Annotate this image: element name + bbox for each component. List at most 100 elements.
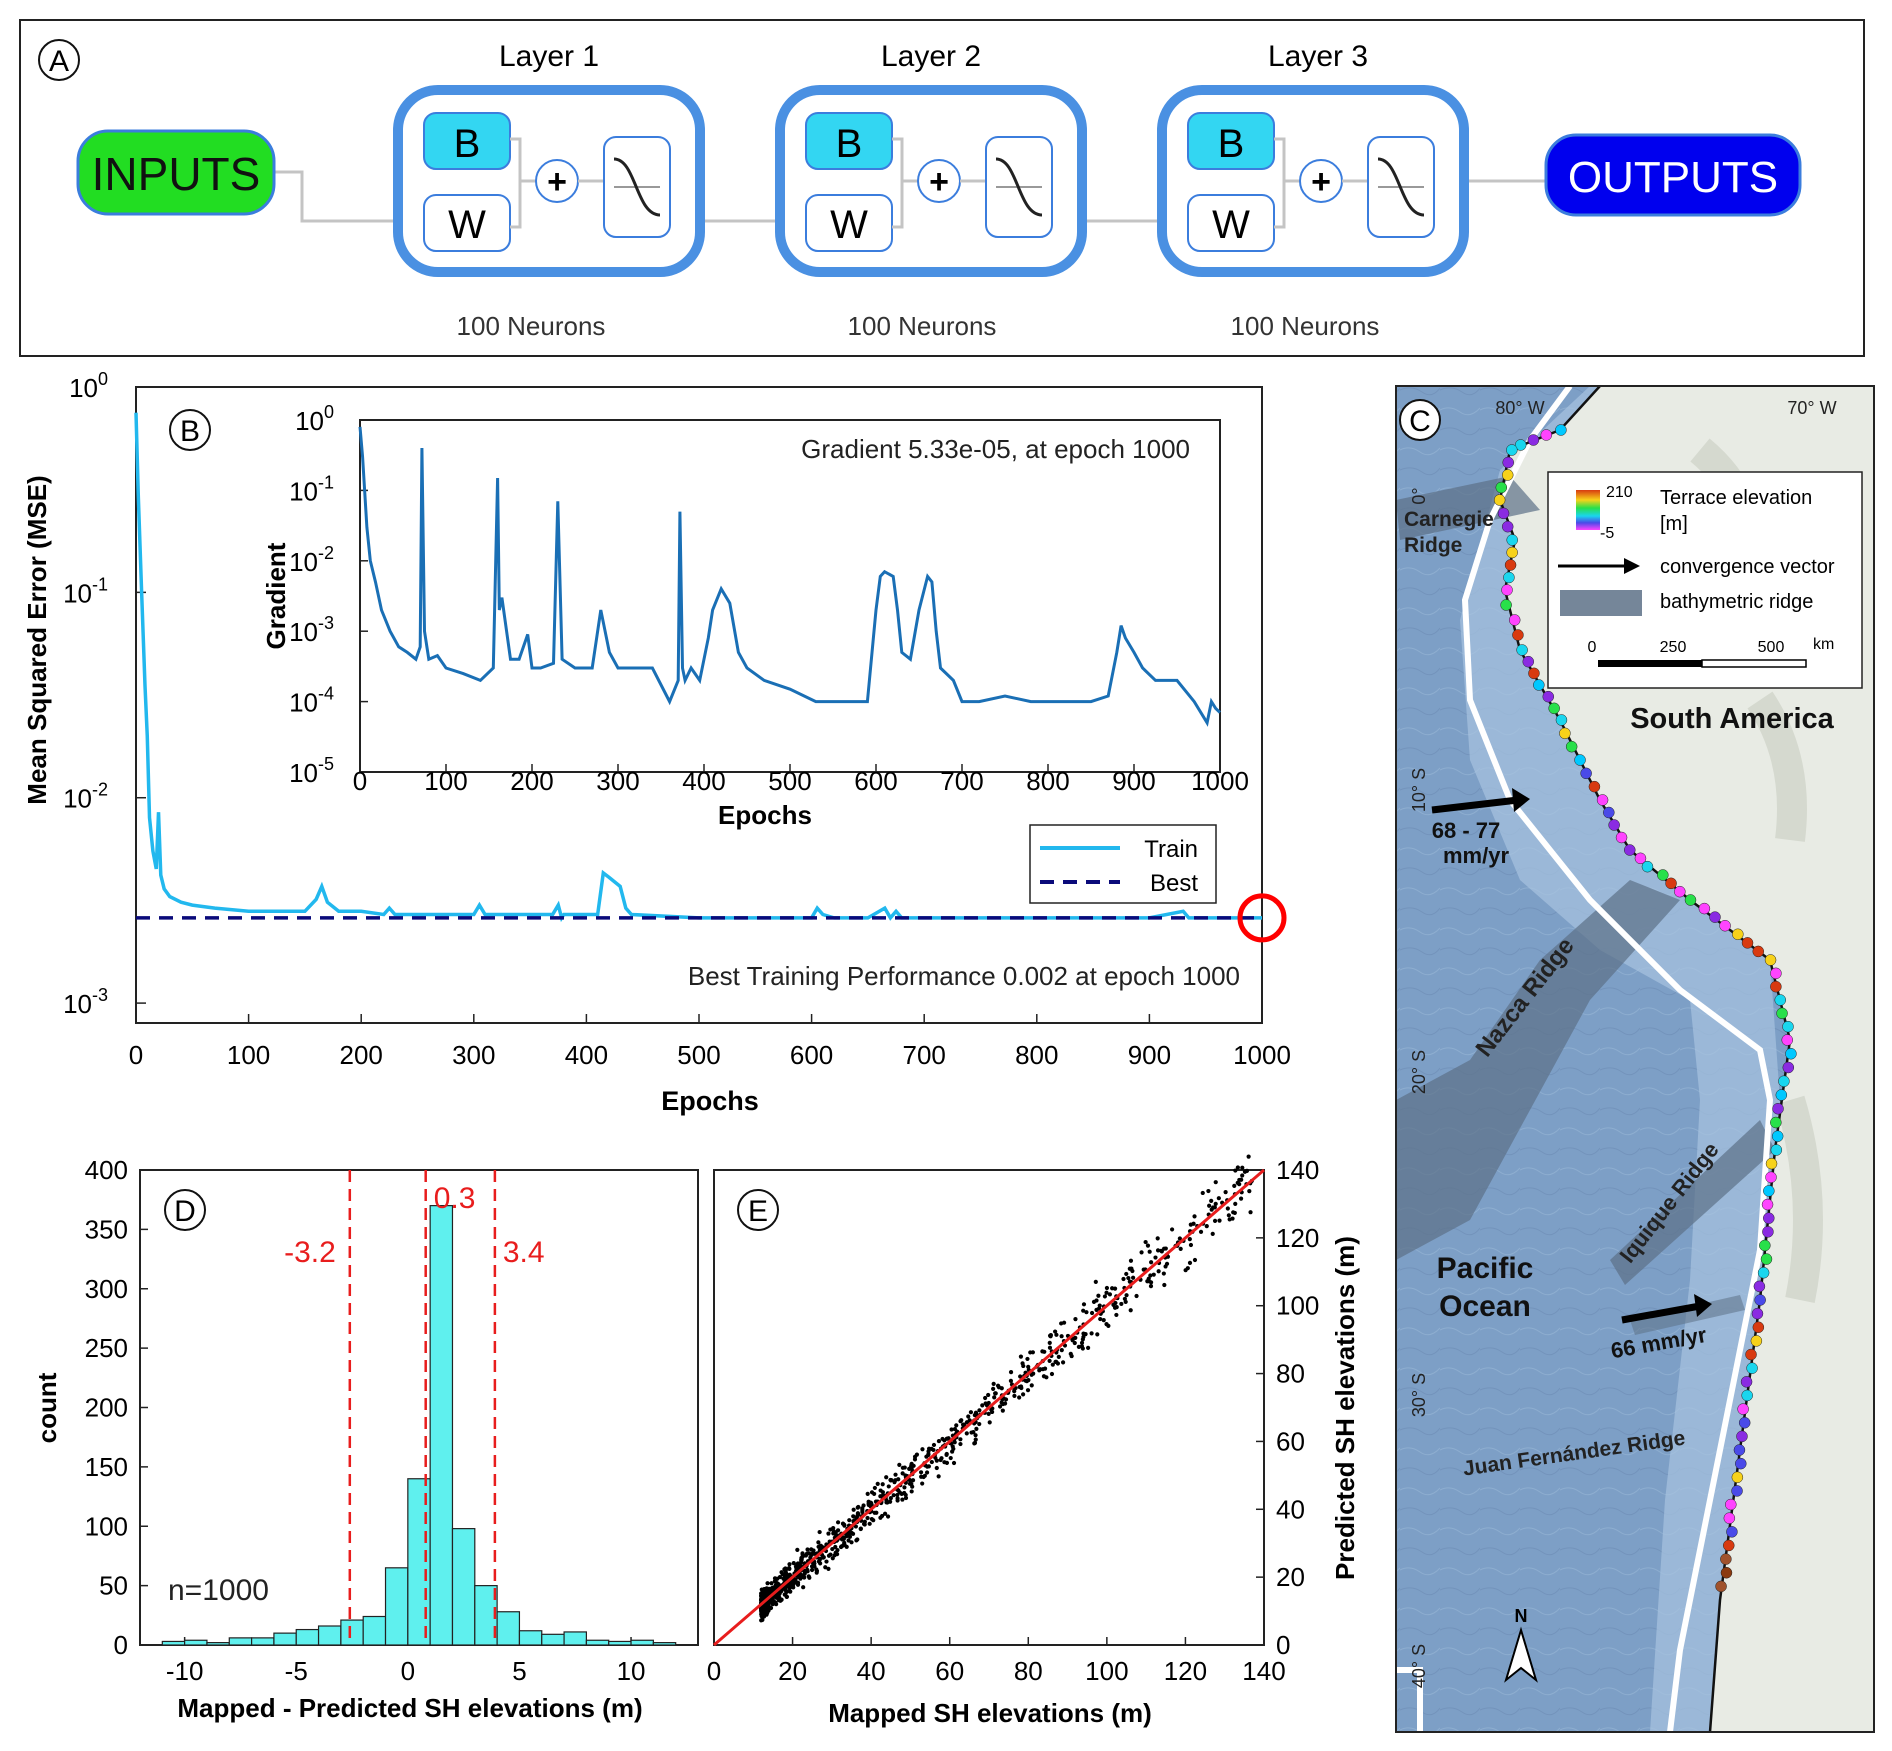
scatter-point [1121,1276,1126,1282]
terrace-point [1770,967,1782,980]
juan-fernandez-ridge-shape [1630,1295,1745,1335]
scatter-point [1187,1237,1192,1242]
scatter-point [828,1527,833,1532]
scatter-point [1237,1182,1242,1187]
scatter-point [1151,1272,1156,1277]
panel-d-label: D [174,1195,196,1228]
terrace-point [1506,546,1518,559]
scatter-point [1204,1224,1209,1229]
scatter-point [768,1605,774,1611]
inset-x-tick-label: 1000 [1191,766,1249,796]
scatter-point [1216,1196,1221,1201]
terrace-point [1596,794,1609,806]
scalebar-white [1701,659,1807,668]
scatter-point [786,1566,792,1571]
terrace-point [1514,439,1527,451]
scatter-point [997,1404,1003,1409]
scatter-point [763,1586,768,1592]
terrace-point [1608,819,1620,831]
terrace-point [1715,1580,1727,1593]
scatter-point [798,1561,803,1566]
elevation-min: -5 [1600,525,1614,542]
terrace-point [1624,844,1636,856]
scatter-point [987,1420,992,1425]
scatter-point [938,1457,943,1463]
terrace-points [1493,424,1797,1593]
scatter-point [1054,1359,1059,1364]
terrace-point [1542,690,1555,703]
scatter-point [783,1566,788,1571]
e-y-tick-label: 0 [1276,1630,1290,1660]
scatter-point [884,1475,889,1480]
terrace-point [1763,1212,1775,1224]
histogram-bar [563,1631,588,1646]
scatter-point [804,1568,809,1574]
scatter-point [1143,1239,1148,1245]
d-x-tick-label: -5 [285,1656,308,1686]
scatter-point [851,1507,856,1512]
scatter-point [809,1564,815,1569]
histogram-bar [228,1637,253,1646]
scatter-point [1169,1227,1175,1232]
d-y-tick-label: 300 [85,1274,128,1304]
e-y-tick-label: 40 [1276,1494,1305,1524]
layer-1-sigmoid-icon [613,157,661,217]
scatter-point [954,1423,959,1428]
inset-x-tick-label: 700 [940,766,983,796]
y-tick-label: 10-1 [63,574,108,608]
scatter-point [968,1410,974,1415]
inset-x-tick-label: 300 [596,766,639,796]
scatter-point [765,1581,770,1586]
scatter-point [1162,1282,1167,1288]
inset-series [358,426,1222,727]
histogram-bar [630,1639,654,1646]
histogram-bar [652,1642,677,1646]
terrace-point [1770,980,1782,993]
scatter-point [1040,1349,1045,1354]
e-y-tick-label: 140 [1276,1155,1319,1185]
layer-1-bias-box [423,112,511,170]
scatter-point [1213,1201,1218,1206]
scatter-point [1237,1177,1242,1183]
scatter-point [1213,1180,1218,1185]
terrace-point [1588,780,1601,793]
terrace-legend-unit: [m] [1660,513,1688,535]
scatter-point [1159,1249,1164,1254]
scatter-point [1240,1173,1245,1178]
panel-c-badge [1399,399,1441,441]
terrace-point [1512,629,1524,641]
scatter-point [944,1436,949,1441]
layer-3-weight-label: W [1212,203,1250,247]
scatter-point [1177,1236,1182,1241]
vector-legend-arrow-icon [1624,558,1640,574]
layer-1-plus: + [547,163,567,201]
scatter-point [958,1437,963,1442]
scatter-point [1025,1356,1030,1362]
scatter-point [1047,1340,1052,1345]
north-arrow-icon [1504,1626,1538,1683]
scatter-point [974,1426,979,1431]
scatter-point [972,1441,977,1446]
scatter-point [1149,1260,1154,1265]
scatter-point [1119,1301,1124,1307]
scatter-point [856,1504,861,1510]
scalebar-0: 0 [1588,639,1597,656]
scatter-point [920,1447,925,1452]
scatter-point [784,1571,789,1576]
terrace-point [1516,644,1528,656]
histogram-bar [384,1567,409,1646]
x-tick-label: 0 [129,1040,143,1070]
scatter-point [936,1438,942,1444]
terrace-legend-label: Terrace elevation [1660,487,1812,509]
scatter-point [1223,1190,1228,1195]
scatter-point [903,1495,909,1501]
layer-3-bias-label: B [1218,122,1245,166]
x-tick-label: 500 [677,1040,720,1070]
terrace-point [1763,1185,1775,1197]
scatter-point [769,1581,774,1586]
y-tick-label: 100 [69,369,108,403]
panel-b: 100 10-1 10-2 10-3 0 100 200 300 400 500 600 700 80… [22,369,1291,1116]
scatter-point [814,1570,819,1575]
histogram-bar [317,1625,342,1646]
